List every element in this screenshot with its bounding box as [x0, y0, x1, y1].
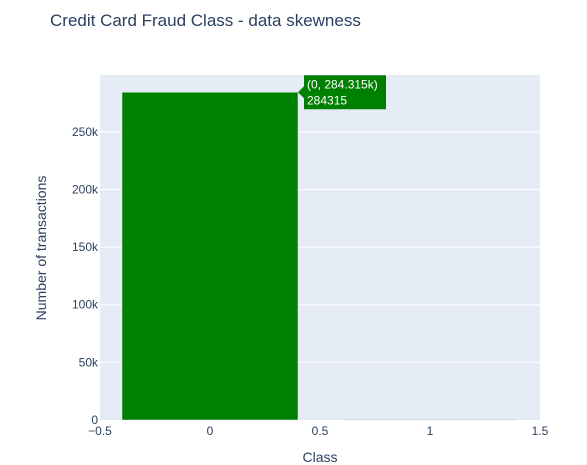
y-tick-labels: 0 50k 100k 150k 200k 250k	[72, 125, 99, 427]
bar-class-0[interactable]	[121, 92, 299, 421]
x-tick-label-3: 1	[427, 424, 434, 438]
y-tick-label-2: 100k	[72, 298, 99, 312]
chart-title: Credit Card Fraud Class - data skewness	[50, 11, 361, 30]
y-tick-label-3: 150k	[72, 240, 99, 254]
bar-class-1[interactable]	[341, 419, 519, 421]
x-tick-label-0: −0.5	[88, 424, 112, 438]
bars	[121, 92, 519, 421]
y-tick-label-5: 250k	[72, 125, 99, 139]
y-tick-label-1: 50k	[79, 355, 99, 369]
y-tick-label-0: 0	[91, 413, 98, 427]
x-tick-label-1: 0	[207, 424, 214, 438]
x-axis-label: Class	[302, 449, 337, 465]
hover-label-coordinates: (0, 284.315k)	[307, 77, 378, 91]
y-tick-label-4: 200k	[72, 182, 99, 196]
x-tick-label-4: 1.5	[532, 424, 549, 438]
hover-box	[298, 75, 386, 110]
x-tick-label-2: 0.5	[312, 424, 329, 438]
y-axis-label: Number of transactions	[33, 176, 49, 321]
hover-label-value: 284315	[307, 93, 347, 107]
hover-tooltip: (0, 284.315k) 284315	[298, 75, 386, 110]
x-tick-labels: −0.5 0 0.5 1 1.5	[88, 424, 549, 438]
